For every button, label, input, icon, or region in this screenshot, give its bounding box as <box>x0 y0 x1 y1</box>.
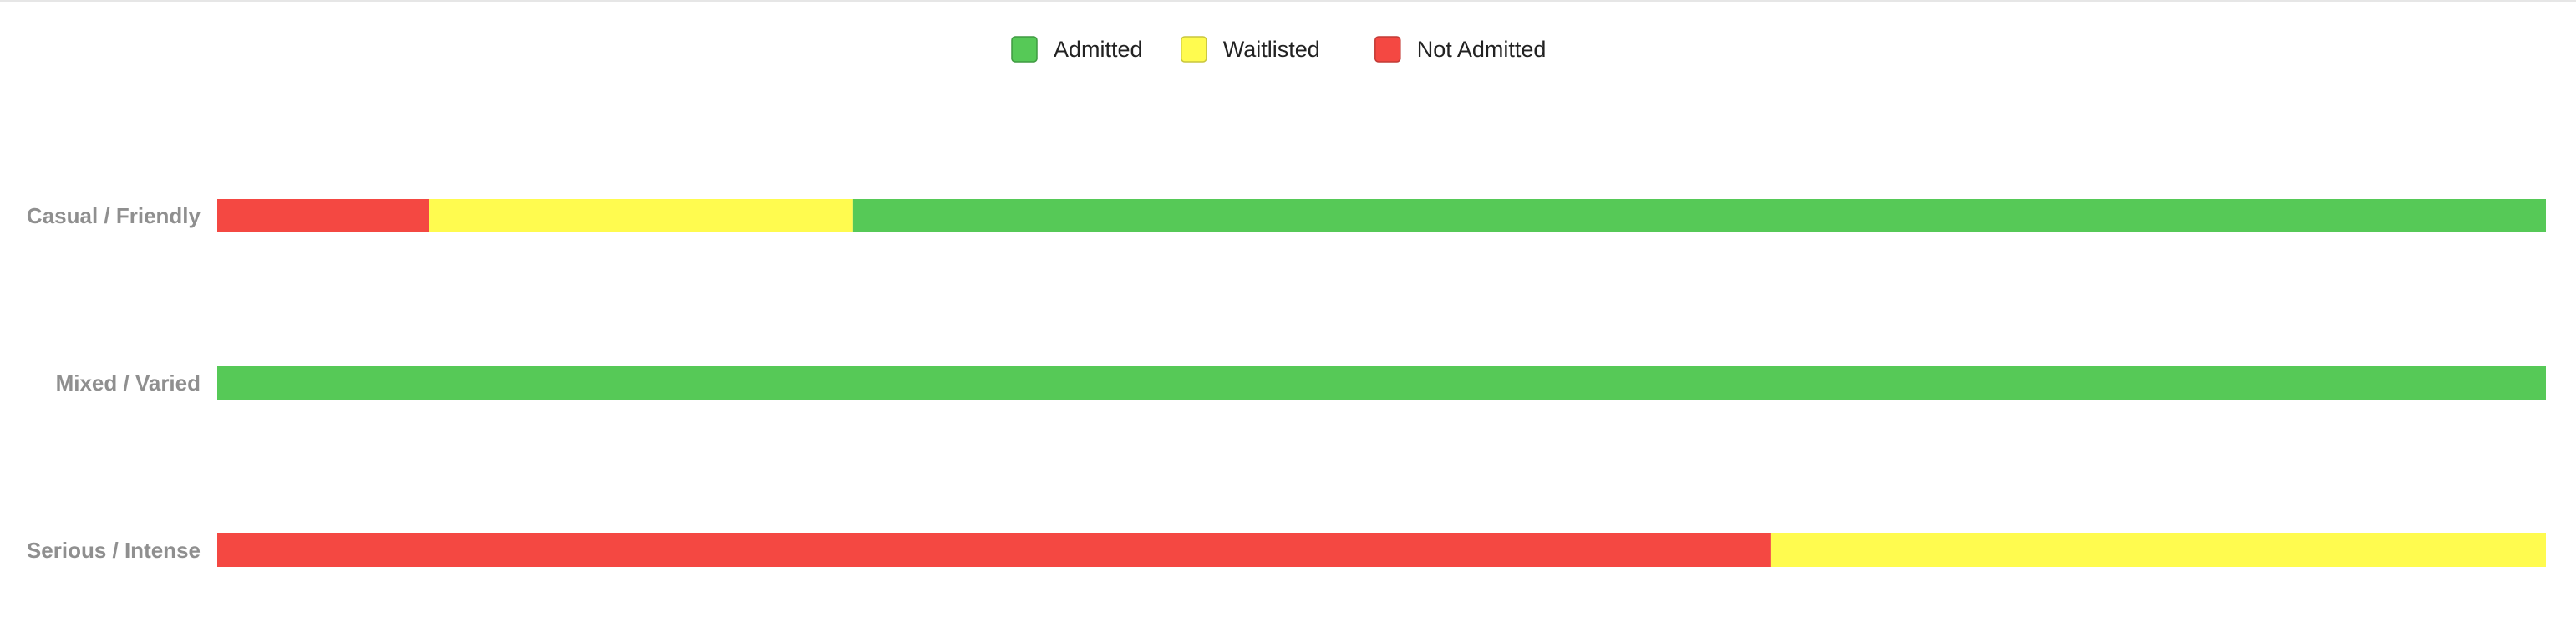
bar-casual-friendly-not-admitted[interactable] <box>217 199 429 232</box>
legend-swatch-not-admitted <box>1374 36 1401 63</box>
bar-casual-friendly-admitted[interactable] <box>852 199 2546 232</box>
bar-row-serious-intense <box>217 533 2546 567</box>
bar-casual-friendly-waitlisted[interactable] <box>429 199 853 232</box>
top-divider <box>0 0 2576 2</box>
bar-mixed-varied-admitted[interactable] <box>217 366 2546 400</box>
legend-swatch-waitlisted <box>1181 36 1207 63</box>
bar-serious-intense-waitlisted[interactable] <box>1770 533 2546 567</box>
bar-serious-intense-not-admitted[interactable] <box>217 533 1771 567</box>
legend-label-waitlisted: Waitlisted <box>1223 37 1320 62</box>
legend-item-not-admitted[interactable]: Not Admitted <box>1374 36 1547 63</box>
legend-item-admitted[interactable]: Admitted <box>1011 36 1143 63</box>
legend-swatch-admitted <box>1011 36 1038 63</box>
category-label-casual-friendly: Casual / Friendly <box>27 203 201 228</box>
category-label-mixed-varied: Mixed / Varied <box>56 370 201 396</box>
legend-label-not-admitted: Not Admitted <box>1417 37 1547 62</box>
category-labels: Casual / Friendly Mixed / Varied Serious /… <box>27 203 201 563</box>
chart-legend: Admitted Waitlisted Not Admitted <box>1011 36 1547 63</box>
chart-bars <box>217 199 2546 567</box>
legend-item-waitlisted[interactable]: Waitlisted <box>1181 36 1320 63</box>
legend-label-admitted: Admitted <box>1054 37 1143 62</box>
bar-row-casual-friendly <box>217 199 2546 232</box>
bar-row-mixed-varied <box>217 366 2546 400</box>
category-label-serious-intense: Serious / Intense <box>27 538 201 563</box>
